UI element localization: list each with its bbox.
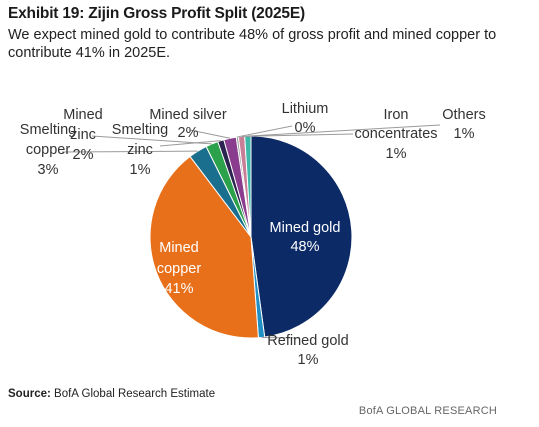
- label-mined-gold-name: Mined gold: [270, 220, 341, 236]
- label-smelting-copper-name-1: Smelting: [20, 122, 76, 138]
- leader-lines: [61, 124, 441, 339]
- leader-line-mined-zinc: [91, 135, 212, 145]
- label-mined-silver-value: 2%: [178, 125, 199, 141]
- label-mined-copper-value: 41%: [164, 281, 193, 297]
- label-mined-zinc-name-1: Mined: [63, 107, 103, 123]
- source-label: Source:: [8, 388, 51, 400]
- label-smelting-copper-name-2: copper: [26, 142, 71, 158]
- label-mined-zinc-name-2: zinc: [70, 127, 96, 143]
- label-others-name: Others: [442, 107, 486, 123]
- label-iron-value: 1%: [386, 146, 407, 162]
- label-refined-gold-name: Refined gold: [267, 333, 348, 349]
- label-iron-name-2: concentrates: [354, 126, 437, 142]
- label-lithium-name: Lithium: [282, 101, 329, 117]
- label-smelting-zinc-name-2: zinc: [127, 142, 153, 158]
- brand-mark: BofA GLOBAL RESEARCH: [358, 405, 497, 417]
- label-others-value: 1%: [454, 126, 475, 142]
- chart-title: Exhibit 19: Zijin Gross Profit Split (20…: [8, 5, 305, 22]
- leader-line-mined-silver: [189, 129, 231, 139]
- source-text: BofA Global Research Estimate: [54, 388, 216, 400]
- pie-slice-mined-gold: [250, 135, 353, 338]
- label-iron-name-1: Iron: [384, 107, 409, 123]
- label-mined-copper-name-2: copper: [157, 261, 202, 277]
- leader-line-iron-concentrates: [241, 133, 354, 137]
- label-mined-copper-name-1: Mined: [159, 240, 199, 256]
- pie-slice-mined-copper: [149, 155, 259, 339]
- label-mined-silver-name: Mined silver: [149, 107, 227, 123]
- source-note: Source: BofA Global Research Estimate: [8, 388, 215, 400]
- label-smelting-zinc-name-1: Smelting: [112, 122, 168, 138]
- leader-line-smelting-zinc: [159, 140, 221, 147]
- leader-line-others: [247, 124, 441, 137]
- leader-line-refined-gold: [261, 336, 301, 339]
- chart-subtitle: We expect mined gold to contribute 48% o…: [8, 27, 497, 61]
- leader-line-smelting-copper: [61, 150, 198, 153]
- label-smelting-zinc-value: 1%: [130, 162, 151, 178]
- label-mined-gold-value: 48%: [290, 239, 319, 255]
- label-lithium-value: 0%: [295, 120, 316, 136]
- label-mined-zinc-value: 2%: [73, 147, 94, 163]
- label-refined-gold-value: 1%: [298, 352, 319, 368]
- label-smelting-copper-value: 3%: [38, 162, 59, 178]
- leader-line-lithium: [237, 125, 293, 138]
- pie-slices: [149, 135, 353, 339]
